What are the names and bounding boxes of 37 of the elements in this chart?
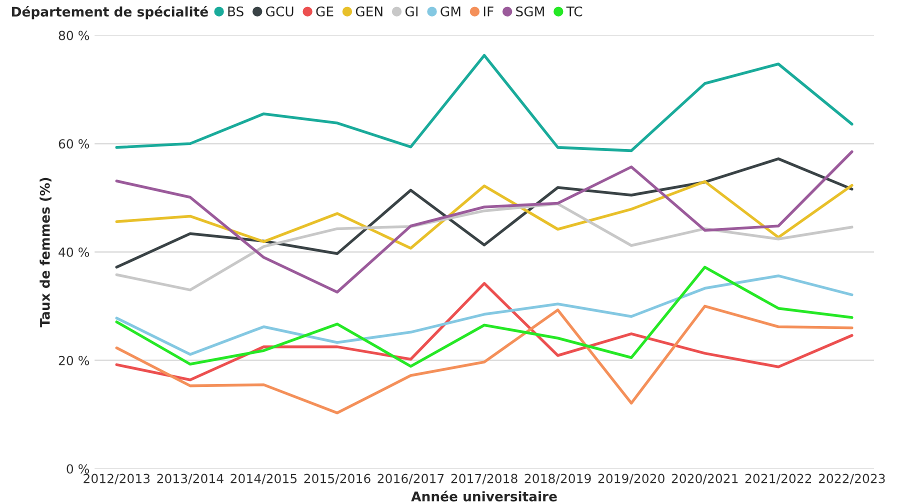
y-tick-label: 60 % [58, 139, 90, 149]
x-tick-label: 2012/2013 [84, 474, 150, 484]
line-series [115, 274, 854, 356]
line-series [115, 150, 854, 294]
legend-label: GEN [356, 6, 382, 16]
x-tick-label: 2016/2017 [378, 474, 444, 484]
x-tick-label: 2022/2023 [818, 474, 885, 484]
x-tick-label: 2015/2016 [304, 474, 370, 484]
y-axis-title: Taux de femmes (%) [40, 178, 52, 328]
line-series [115, 282, 854, 382]
x-tick-label: 2014/2015 [230, 474, 297, 484]
legend-label: GI [405, 6, 418, 16]
line-series [115, 304, 854, 414]
line-series [115, 266, 854, 368]
legend-title: Département de spécialité [12, 6, 208, 20]
legend-label: BS [228, 6, 244, 16]
legend-label: GCU [266, 6, 294, 16]
y-tick-label: 40 % [58, 247, 90, 257]
x-tick-label: 2018/2019 [524, 474, 591, 484]
legend-label: GM [440, 6, 460, 16]
y-tick-label: 80 % [58, 30, 90, 40]
x-tick-label: 2019/2020 [598, 474, 664, 484]
x-tick-label: 2013/2014 [157, 474, 224, 484]
x-axis-title: Année universitaire [411, 490, 557, 502]
x-tick-label: 2020/2021 [672, 474, 738, 484]
line-series [115, 202, 854, 292]
x-tick-label: 2021/2022 [745, 474, 812, 484]
legend-label: GE [316, 6, 334, 16]
legend-label: TC [566, 6, 582, 16]
line-series [115, 54, 854, 152]
x-tick-label: 2017/2018 [451, 474, 518, 484]
legend-label: SGM [516, 6, 544, 16]
line-series [115, 180, 854, 250]
legend-label: IF [484, 6, 494, 16]
y-tick-label: 20 % [58, 356, 90, 366]
line-series [115, 157, 854, 269]
y-tick-label: 0 % [66, 464, 90, 474]
